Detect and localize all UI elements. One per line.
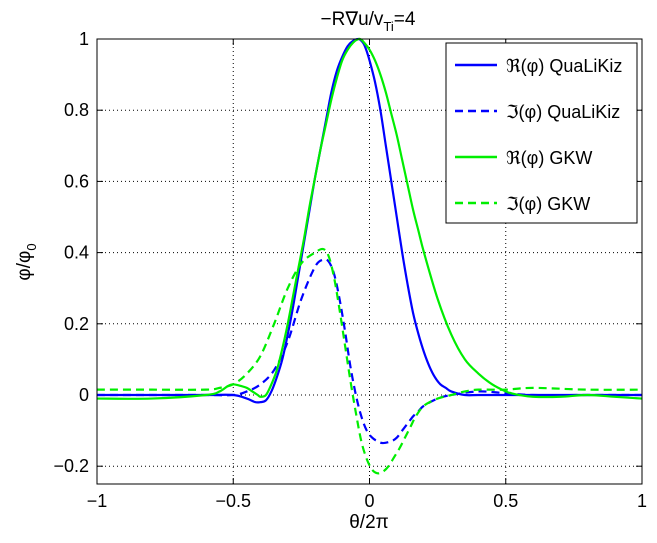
x-axis-label: θ/2π	[349, 512, 389, 533]
legend-label-im-gkw: ℑ(φ) GKW	[506, 194, 590, 214]
y-tick-label: 0.2	[64, 314, 89, 334]
legend-box	[445, 42, 638, 224]
x-tick-label: 0	[364, 491, 374, 511]
y-tick-label: 0.6	[64, 171, 89, 191]
y-tick-labels: −0.2 0 0.2 0.4 0.6 0.8 1	[53, 29, 89, 476]
x-tick-label: 1	[637, 491, 647, 511]
x-tick-label: 0.5	[493, 491, 518, 511]
y-axis-label: φ/φ0	[14, 243, 39, 280]
chart-title-subscript: Ti	[383, 19, 393, 34]
x-tick-labels: −1 −0.5 0 0.5 1	[87, 491, 647, 511]
legend-label-re-gkw: ℜ(φ) GKW	[506, 148, 592, 168]
x-tick-label: −0.5	[215, 491, 251, 511]
x-tick-label: −1	[87, 491, 108, 511]
y-tick-label: 1	[79, 29, 89, 49]
series-layer	[96, 37, 643, 475]
y-tick-label: 0.8	[64, 100, 89, 120]
chart-title-tail: =4	[394, 9, 416, 30]
series-line-im-gkw	[96, 247, 643, 475]
legend-label-im-qualikiz: ℑ(φ) QuaLiKiz	[506, 102, 620, 122]
legend-label-re-qualikiz: ℜ(φ) QuaLiKiz	[506, 56, 622, 76]
series-line-re-gkw	[96, 37, 643, 400]
y-tick-label: −0.2	[53, 456, 89, 476]
chart-title-main: −R∇u/v	[321, 9, 384, 30]
y-axis-label-main: φ/φ	[14, 251, 35, 281]
y-axis-label-subscript: 0	[24, 243, 39, 250]
plot-frame	[96, 38, 643, 485]
legend: ℜ(φ) QuaLiKiz ℑ(φ) QuaLiKiz ℜ(φ) GKW ℑ(φ…	[445, 42, 638, 224]
series-line-im-qualikiz	[96, 258, 642, 445]
y-tick-label: 0.4	[64, 243, 89, 263]
chart-title: −R∇u/vTi=4	[321, 9, 416, 34]
y-tick-label: 0	[79, 385, 89, 405]
